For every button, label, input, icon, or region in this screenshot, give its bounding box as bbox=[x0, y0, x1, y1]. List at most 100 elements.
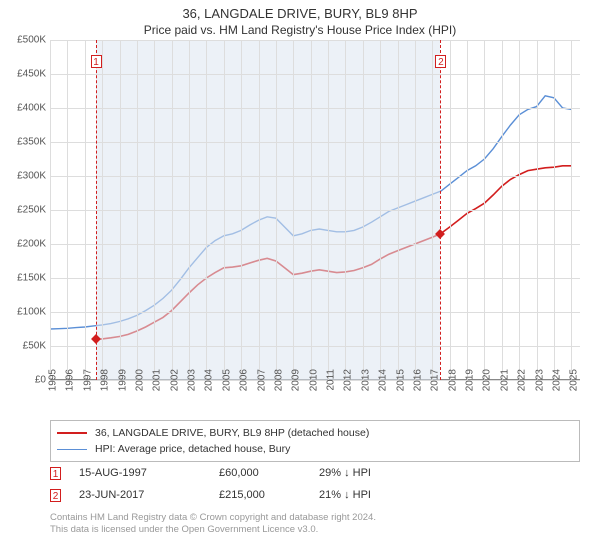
x-axis-label: 2018 bbox=[447, 369, 458, 399]
x-axis-label: 1995 bbox=[48, 369, 59, 399]
gridline-v bbox=[311, 40, 312, 380]
x-axis-label: 2014 bbox=[378, 369, 389, 399]
gridline-h bbox=[50, 176, 580, 177]
sales-badge: 1 bbox=[50, 467, 61, 480]
gridline-v bbox=[50, 40, 51, 380]
footer-attribution: Contains HM Land Registry data © Crown c… bbox=[50, 512, 580, 537]
y-axis-label: £200K bbox=[2, 239, 46, 250]
event-line-1 bbox=[96, 40, 97, 380]
legend-label: 36, LANGDALE DRIVE, BURY, BL9 8HP (detac… bbox=[95, 427, 369, 439]
gridline-h bbox=[50, 278, 580, 279]
y-axis-label: £100K bbox=[2, 307, 46, 318]
x-axis-label: 2011 bbox=[326, 369, 337, 399]
gridline-h bbox=[50, 108, 580, 109]
x-axis-label: 2024 bbox=[551, 369, 562, 399]
x-axis-label: 1999 bbox=[117, 369, 128, 399]
gridline-v bbox=[450, 40, 451, 380]
event-marker-1: 1 bbox=[91, 55, 102, 68]
legend-item: 36, LANGDALE DRIVE, BURY, BL9 8HP (detac… bbox=[57, 425, 573, 441]
gridline-h bbox=[50, 74, 580, 75]
chart-title: 36, LANGDALE DRIVE, BURY, BL9 8HP bbox=[0, 0, 600, 21]
gridline-v bbox=[345, 40, 346, 380]
y-axis-label: £50K bbox=[2, 341, 46, 352]
gridline-v bbox=[172, 40, 173, 380]
sales-row: 223-JUN-2017£215,00021% ↓ HPI bbox=[50, 484, 580, 506]
legend-box: 36, LANGDALE DRIVE, BURY, BL9 8HP (detac… bbox=[50, 420, 580, 462]
legend-item: HPI: Average price, detached house, Bury bbox=[57, 441, 573, 457]
y-axis-label: £300K bbox=[2, 171, 46, 182]
x-axis-label: 2025 bbox=[569, 369, 580, 399]
sales-price: £60,000 bbox=[219, 467, 319, 479]
sales-date: 23-JUN-2017 bbox=[79, 489, 219, 501]
x-axis-label: 2016 bbox=[412, 369, 423, 399]
x-axis-label: 2002 bbox=[169, 369, 180, 399]
x-axis-label: 2003 bbox=[187, 369, 198, 399]
gridline-v bbox=[432, 40, 433, 380]
legend-swatch bbox=[57, 432, 87, 434]
gridline-v bbox=[398, 40, 399, 380]
chart-container: 36, LANGDALE DRIVE, BURY, BL9 8HP Price … bbox=[0, 0, 600, 560]
sales-table: 1 15-AUG-1997£60,00029% ↓ HPI 223-JUN-2017… bbox=[50, 462, 580, 506]
legend-swatch bbox=[57, 449, 87, 450]
gridline-v bbox=[259, 40, 260, 380]
gridline-v bbox=[415, 40, 416, 380]
x-axis-label: 2017 bbox=[430, 369, 441, 399]
x-axis-label: 2007 bbox=[256, 369, 267, 399]
gridline-v bbox=[224, 40, 225, 380]
x-axis-label: 1998 bbox=[100, 369, 111, 399]
x-axis-label: 2001 bbox=[152, 369, 163, 399]
gridline-v bbox=[484, 40, 485, 380]
sales-hpi: 21% ↓ HPI bbox=[319, 489, 439, 501]
sales-row: 1 15-AUG-1997£60,00029% ↓ HPI bbox=[50, 462, 580, 484]
gridline-h bbox=[50, 142, 580, 143]
x-axis-label: 2021 bbox=[499, 369, 510, 399]
gridline-h bbox=[50, 210, 580, 211]
x-axis-label: 2022 bbox=[517, 369, 528, 399]
gridline-v bbox=[328, 40, 329, 380]
sales-price: £215,000 bbox=[219, 489, 319, 501]
gridline-v bbox=[67, 40, 68, 380]
x-axis-label: 2023 bbox=[534, 369, 545, 399]
gridline-v bbox=[380, 40, 381, 380]
gridline-v bbox=[571, 40, 572, 380]
gridline-h bbox=[50, 40, 580, 41]
event-marker-2: 2 bbox=[435, 55, 446, 68]
y-axis-label: £450K bbox=[2, 69, 46, 80]
gridline-v bbox=[467, 40, 468, 380]
gridline-v bbox=[293, 40, 294, 380]
x-axis-label: 1997 bbox=[82, 369, 93, 399]
footer-line2: This data is licensed under the Open Gov… bbox=[50, 524, 580, 536]
gridline-v bbox=[137, 40, 138, 380]
gridline-v bbox=[537, 40, 538, 380]
gridline-v bbox=[276, 40, 277, 380]
sales-hpi: 29% ↓ HPI bbox=[319, 467, 439, 479]
gridline-v bbox=[363, 40, 364, 380]
gridline-v bbox=[154, 40, 155, 380]
x-axis-label: 2000 bbox=[134, 369, 145, 399]
gridline-v bbox=[206, 40, 207, 380]
gridline-v bbox=[241, 40, 242, 380]
y-axis-label: £250K bbox=[2, 205, 46, 216]
x-axis-label: 2013 bbox=[360, 369, 371, 399]
gridline-h bbox=[50, 346, 580, 347]
legend-label: HPI: Average price, detached house, Bury bbox=[95, 443, 290, 455]
x-axis-label: 2005 bbox=[221, 369, 232, 399]
y-axis-label: £500K bbox=[2, 35, 46, 46]
gridline-h bbox=[50, 312, 580, 313]
sales-date: 15-AUG-1997 bbox=[79, 467, 219, 479]
gridline-v bbox=[120, 40, 121, 380]
x-axis-label: 1996 bbox=[65, 369, 76, 399]
x-axis-label: 2009 bbox=[291, 369, 302, 399]
footer-line1: Contains HM Land Registry data © Crown c… bbox=[50, 512, 580, 524]
chart-area: 12 £0£50K£100K£150K£200K£250K£300K£350K£… bbox=[50, 40, 580, 410]
gridline-v bbox=[189, 40, 190, 380]
gridline-v bbox=[519, 40, 520, 380]
y-axis-label: £150K bbox=[2, 273, 46, 284]
x-axis-label: 2020 bbox=[482, 369, 493, 399]
gridline-v bbox=[85, 40, 86, 380]
gridline-v bbox=[102, 40, 103, 380]
x-axis-label: 2019 bbox=[465, 369, 476, 399]
x-axis-label: 2012 bbox=[343, 369, 354, 399]
y-axis-label: £350K bbox=[2, 137, 46, 148]
plot-region: 12 bbox=[50, 40, 580, 380]
